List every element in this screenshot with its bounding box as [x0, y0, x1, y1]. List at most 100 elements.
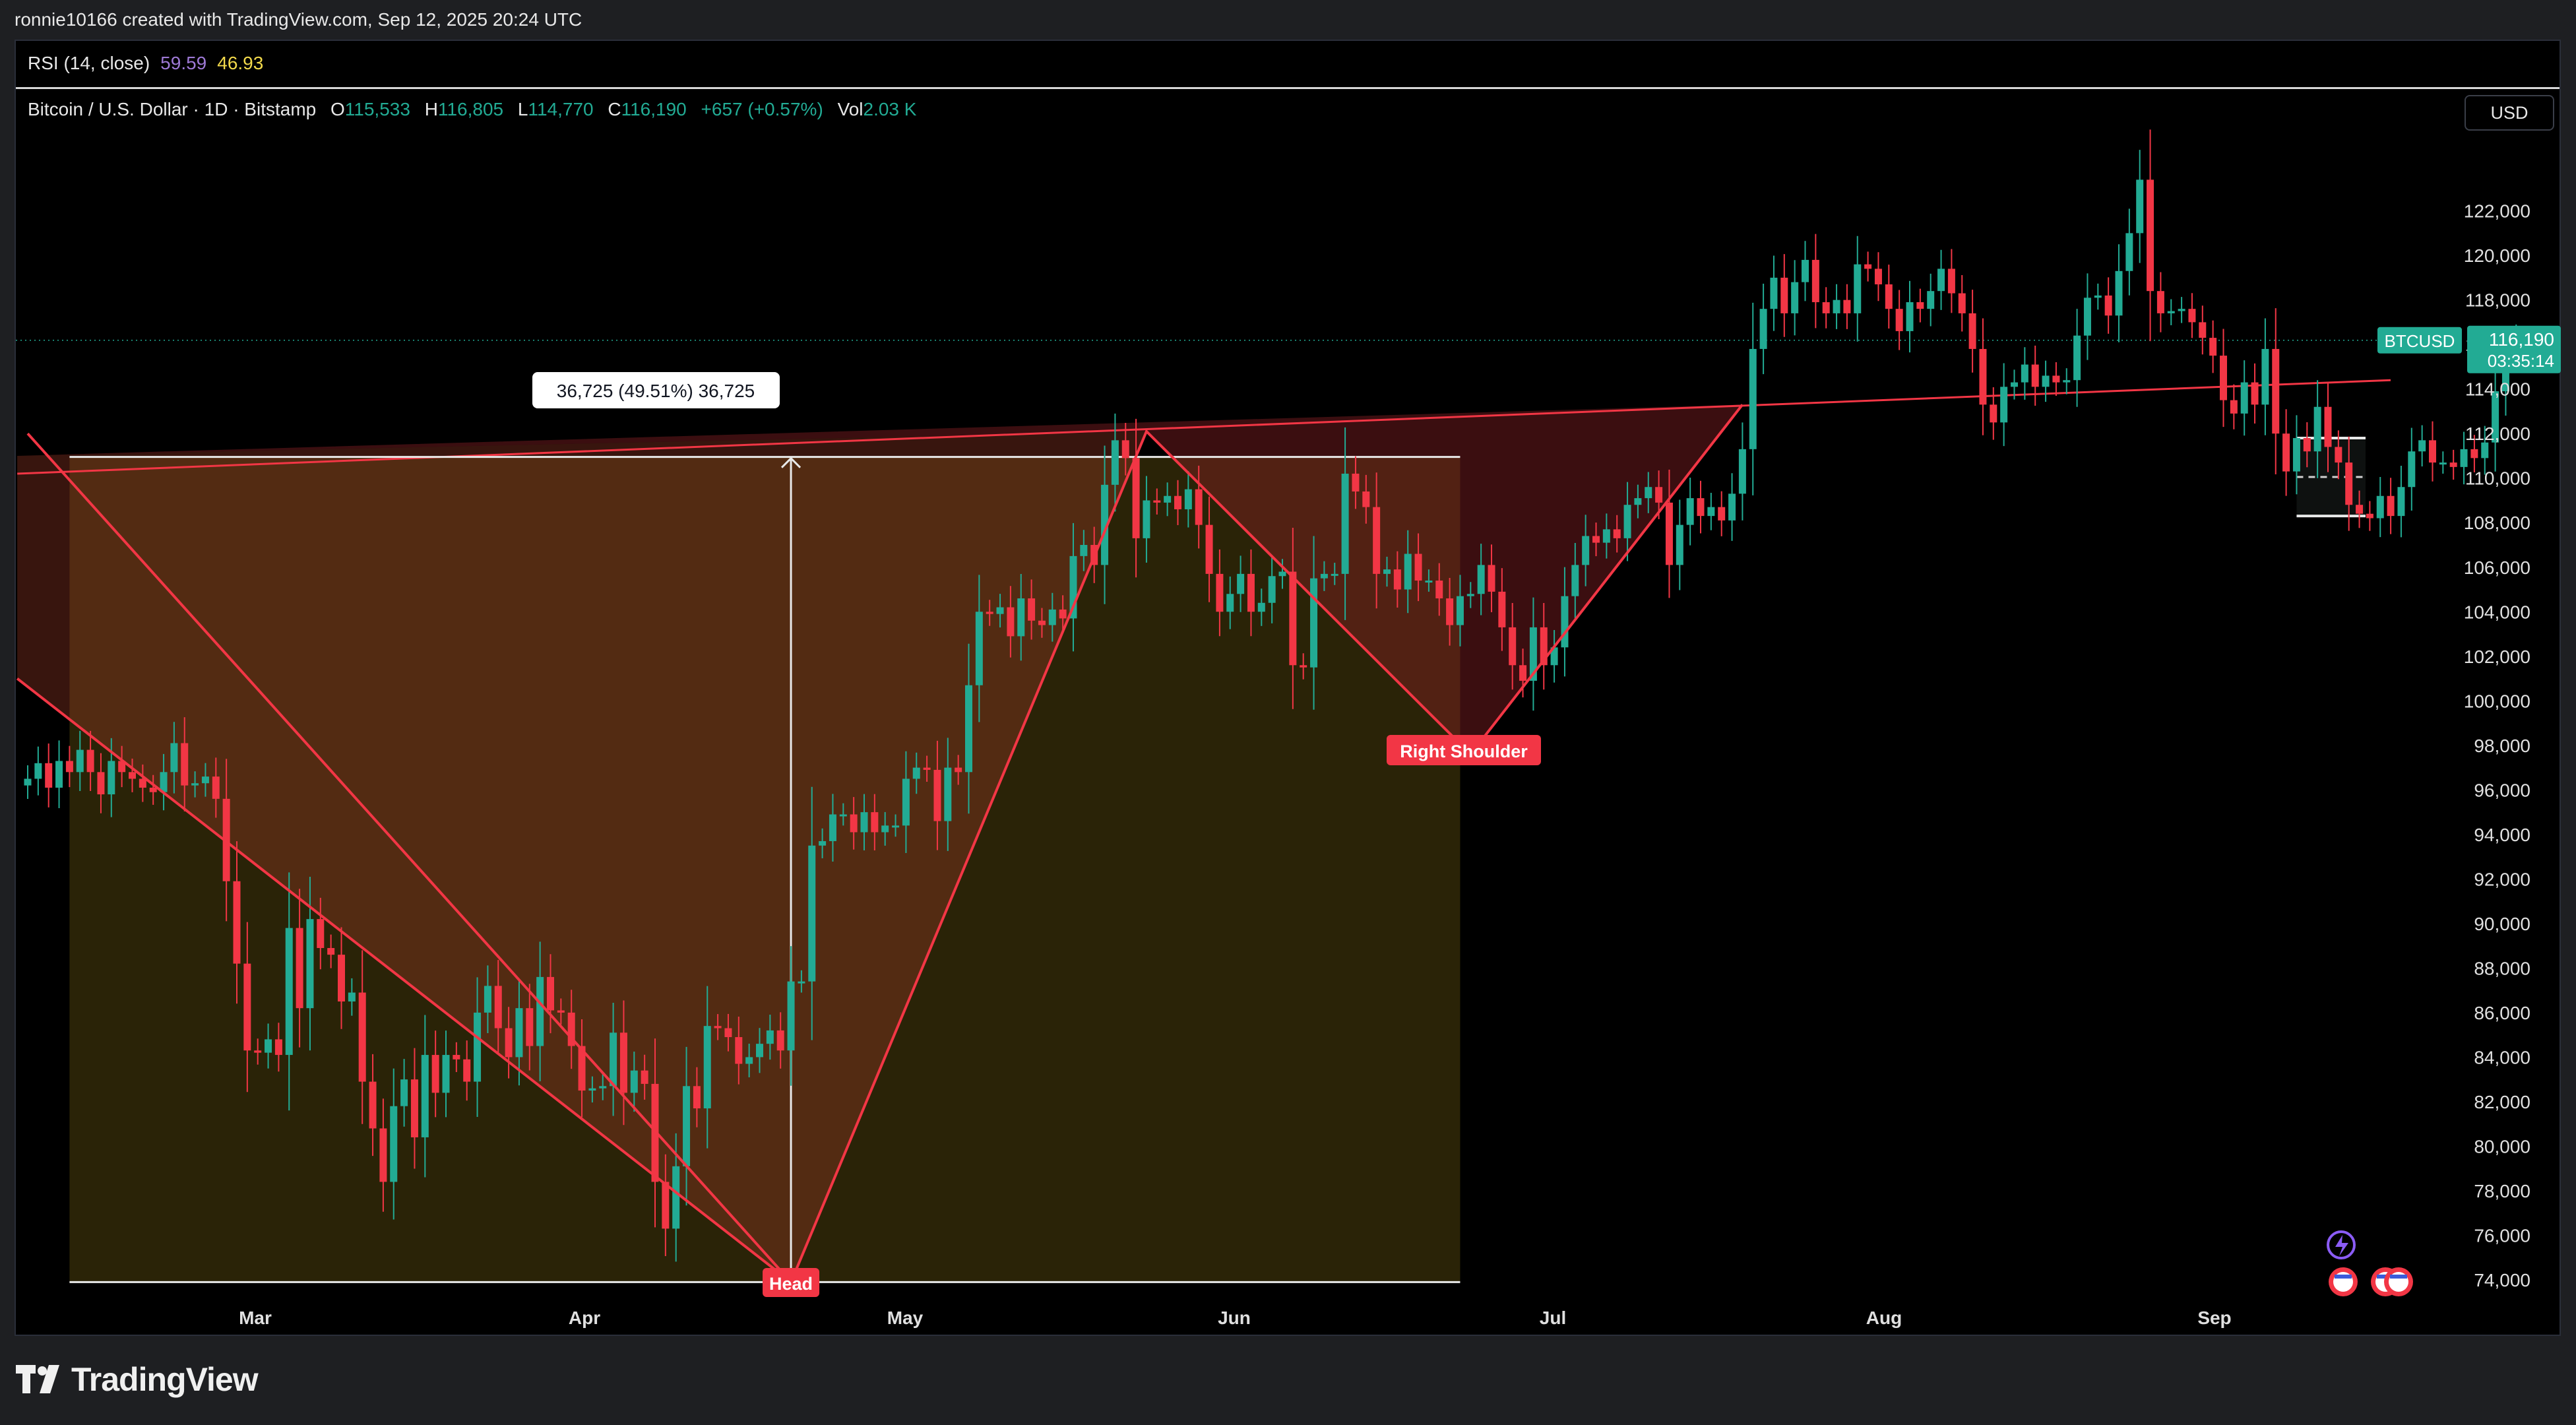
currency-selector[interactable]: USD [2465, 95, 2554, 131]
y-tick-label: 122,000 [2464, 201, 2530, 222]
candle-body [55, 761, 63, 788]
x-tick-label: Mar [239, 1308, 272, 1328]
candle-body [2272, 348, 2280, 434]
candle-body [1906, 302, 1914, 331]
candle-body [212, 776, 220, 799]
candle-body [45, 763, 53, 788]
candle-body [494, 986, 502, 1029]
candle-body [1184, 489, 1192, 509]
candle-body [1592, 536, 1600, 543]
candle-body [630, 1070, 638, 1093]
candle-body [1540, 627, 1548, 666]
volume-value: 2.03 K [863, 99, 917, 119]
candle-body [2000, 387, 2008, 423]
price-chart[interactable]: 74,000 76,000 78,000 80,000 82,000 84,000 86,0… [16, 41, 2562, 1337]
head-label-box [763, 1268, 820, 1297]
y-tick-label: 84,000 [2474, 1047, 2530, 1067]
candle-body [986, 612, 993, 614]
candle-body [1362, 491, 1370, 507]
candle-body [296, 928, 303, 1009]
close-label: C [608, 99, 621, 119]
candle-body [1153, 500, 1161, 503]
y-tick-label: 98,000 [2474, 736, 2530, 756]
measure-label: 36,725 (49.51%) 36,725 [557, 381, 755, 401]
candle-body [201, 776, 209, 784]
candle-body [881, 825, 889, 833]
candle-body [1623, 505, 1631, 538]
candle-body [1990, 404, 1997, 423]
candle-body [463, 1059, 471, 1082]
candle-body [944, 767, 952, 821]
y-tick-label: 118,000 [2465, 290, 2530, 311]
candle-body [1278, 571, 1286, 577]
symbol-tag-box [2377, 327, 2462, 354]
y-tick-label: 102,000 [2464, 647, 2530, 667]
candle-body [1916, 302, 1924, 309]
candle-body [2439, 462, 2447, 465]
y-tick-label: 74,000 [2474, 1270, 2530, 1290]
candle-body [2345, 462, 2353, 505]
candle-body [735, 1037, 743, 1064]
candle-body [1947, 269, 1955, 294]
candle-body [1257, 602, 1265, 612]
candle-body [1927, 291, 1935, 309]
candle-body [1718, 507, 1726, 521]
candle-body [1466, 594, 1474, 596]
candle-body [724, 1028, 732, 1038]
candle-body [871, 812, 879, 833]
candle-body [578, 1046, 586, 1091]
measure-arrow-head [780, 457, 801, 468]
candle-body [2167, 311, 2175, 313]
candle-body [390, 1106, 398, 1182]
candle-body [2073, 335, 2081, 381]
candle-body [2125, 233, 2133, 271]
candle-body [2115, 270, 2123, 316]
candle-body [683, 1086, 691, 1166]
candle-body [453, 1055, 460, 1060]
candle-body [1111, 440, 1119, 485]
candle-body [641, 1070, 648, 1084]
candle-body [1958, 293, 1966, 313]
candle-body [1195, 489, 1203, 525]
y-tick-label: 82,000 [2474, 1092, 2530, 1112]
candle-body [348, 992, 356, 1002]
candle-body [2335, 447, 2342, 463]
head-label: Head [769, 1274, 813, 1294]
candle-body [1874, 269, 1882, 285]
candle-body [1477, 565, 1485, 594]
candle-body [1749, 348, 1757, 449]
candle-body [243, 963, 251, 1051]
candle-body [1143, 500, 1150, 538]
candle-body [2083, 298, 2091, 336]
candle-body [923, 767, 931, 770]
y-tick-label: 80,000 [2474, 1136, 2530, 1156]
candle-body [1059, 609, 1067, 619]
candle-body [1802, 259, 1809, 282]
candle-body [1038, 620, 1046, 625]
candle-body [400, 1079, 408, 1106]
candle-body [902, 778, 910, 826]
candle-body [1069, 555, 1077, 619]
candle-body [1425, 581, 1433, 583]
rsi-pane[interactable]: RSI (14, close) 59.59 46.93 [16, 41, 2560, 89]
chart-panel[interactable]: RSI (14, close) 59.59 46.93 74,000 76,000 78… [15, 40, 2561, 1336]
candle-body [515, 1008, 523, 1058]
candle-body [34, 763, 42, 779]
candle-body [1048, 609, 1056, 625]
candle-body [1665, 502, 1673, 565]
candle-body [265, 1039, 272, 1053]
candle-body [505, 1028, 513, 1058]
candle-body [996, 607, 1004, 614]
candle-body [2261, 348, 2269, 405]
candle-body [421, 1055, 429, 1137]
candle-body [2063, 380, 2071, 383]
candle-body [662, 1182, 670, 1229]
candle-body [526, 1008, 534, 1046]
candle-body [599, 1086, 607, 1089]
candle-body [1519, 665, 1527, 681]
candle-body [1686, 498, 1694, 525]
candle-body [610, 1032, 617, 1087]
y-tick-label: 106,000 [2464, 557, 2530, 578]
candle-body [2356, 505, 2364, 514]
candle-body [2313, 406, 2321, 452]
